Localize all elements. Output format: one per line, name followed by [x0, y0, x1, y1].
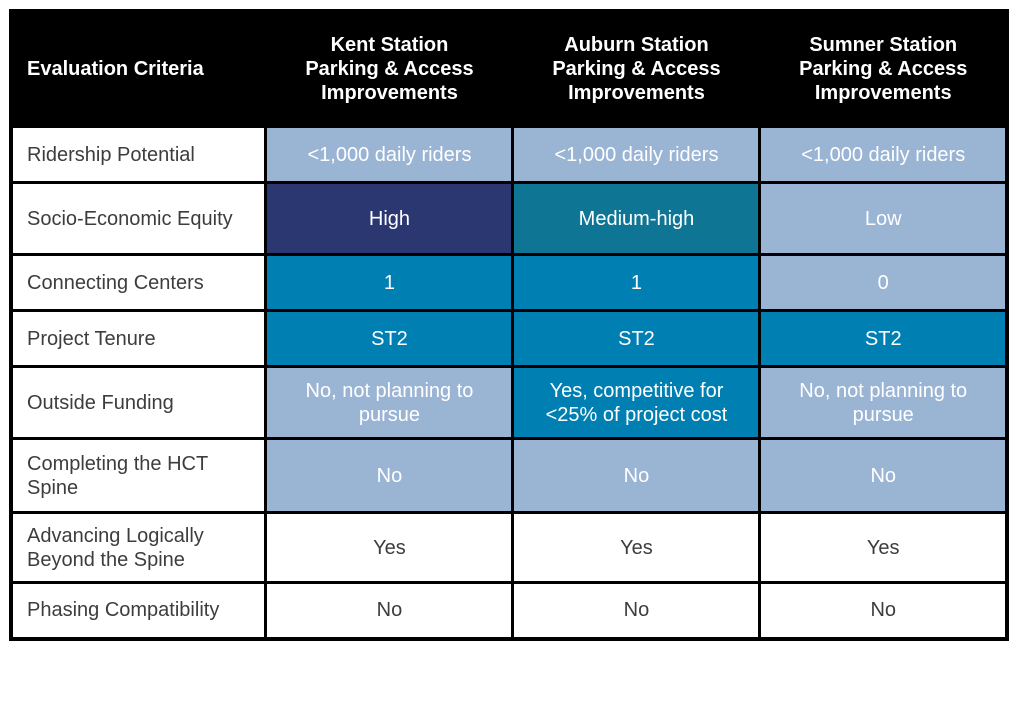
criteria-cell: Project Tenure [9, 309, 268, 368]
criteria-cell: Connecting Centers [9, 253, 268, 312]
value-cell: Yes [264, 511, 515, 584]
station-header-kent: Kent Station Parking & Access Improvemen… [264, 9, 515, 128]
value-cell: <1,000 daily riders [511, 125, 762, 184]
value-cell: 0 [758, 253, 1009, 312]
value-cell: Low [758, 181, 1009, 256]
value-cell: No [758, 581, 1009, 640]
value-cell: <1,000 daily riders [264, 125, 515, 184]
value-cell: No [511, 581, 762, 640]
value-cell: 1 [511, 253, 762, 312]
table-row-phasing-compatibility: Phasing Compatibility No No No [9, 581, 1009, 640]
value-cell: No [511, 437, 762, 514]
value-cell: Yes, competitive for <25% of project cos… [511, 365, 762, 440]
criteria-cell: Outside Funding [9, 365, 268, 440]
table-row-outside-funding: Outside Funding No, not planning to purs… [9, 365, 1009, 440]
value-cell: <1,000 daily riders [758, 125, 1009, 184]
criteria-header-cell: Evaluation Criteria [9, 9, 268, 128]
evaluation-criteria-table: Evaluation Criteria Kent Station Parking… [9, 9, 1009, 641]
table-row-connecting-centers: Connecting Centers 1 1 0 [9, 253, 1009, 312]
table-row-advancing-beyond-spine: Advancing Logically Beyond the Spine Yes… [9, 511, 1009, 584]
criteria-cell: Phasing Compatibility [9, 581, 268, 640]
value-cell: Yes [511, 511, 762, 584]
value-cell: Medium-high [511, 181, 762, 256]
value-cell: No [758, 437, 1009, 514]
value-cell: High [264, 181, 515, 256]
table-row-project-tenure: Project Tenure ST2 ST2 ST2 [9, 309, 1009, 368]
value-cell: No [264, 581, 515, 640]
value-cell: Yes [758, 511, 1009, 584]
criteria-cell: Advancing Logically Beyond the Spine [9, 511, 268, 584]
value-cell: No, not planning to pursue [264, 365, 515, 440]
table-row-completing-hct-spine: Completing the HCT Spine No No No [9, 437, 1009, 514]
criteria-cell: Socio-Economic Equity [9, 181, 268, 256]
value-cell: ST2 [511, 309, 762, 368]
header-row: Evaluation Criteria Kent Station Parking… [9, 9, 1009, 128]
criteria-cell: Completing the HCT Spine [9, 437, 268, 514]
value-cell: ST2 [758, 309, 1009, 368]
value-cell: No [264, 437, 515, 514]
value-cell: ST2 [264, 309, 515, 368]
criteria-cell: Ridership Potential [9, 125, 268, 184]
value-cell: No, not planning to pursue [758, 365, 1009, 440]
table-row-ridership-potential: Ridership Potential <1,000 daily riders … [9, 125, 1009, 184]
station-header-sumner: Sumner Station Parking & Access Improvem… [758, 9, 1009, 128]
value-cell: 1 [264, 253, 515, 312]
station-header-auburn: Auburn Station Parking & Access Improvem… [511, 9, 762, 128]
table-row-socio-economic-equity: Socio-Economic Equity High Medium-high L… [9, 181, 1009, 256]
